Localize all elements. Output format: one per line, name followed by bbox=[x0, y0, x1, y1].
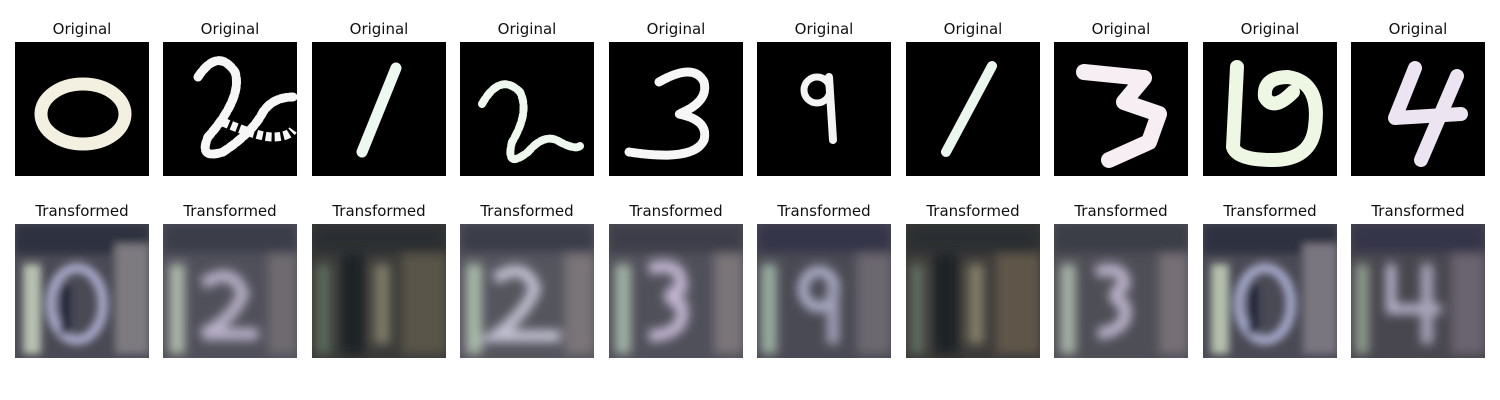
original-digit-image-3 bbox=[312, 42, 446, 176]
digit-2-glyph bbox=[193, 56, 297, 159]
transformed-1-glyph bbox=[312, 224, 446, 358]
panel-title-original-1: Original bbox=[52, 20, 112, 38]
panel-title-transformed-8: Transformed bbox=[1074, 202, 1168, 220]
digit-1-glyph bbox=[356, 62, 402, 158]
transformed-digit-image-4 bbox=[460, 224, 594, 358]
original-digit-image-9 bbox=[1203, 42, 1337, 176]
transformed-4-glyph bbox=[1351, 224, 1485, 358]
panel-title-transformed-1: Transformed bbox=[35, 202, 129, 220]
panel-title-original-2: Original bbox=[200, 20, 260, 38]
panel-title-transformed-6: Transformed bbox=[777, 202, 871, 220]
panel-title-transformed-9: Transformed bbox=[1223, 202, 1317, 220]
transformed-digit-image-6 bbox=[757, 224, 891, 358]
transformed-digit-image-7 bbox=[906, 224, 1040, 358]
transformed-0-glyph bbox=[15, 224, 149, 358]
transformed-3-glyph bbox=[609, 224, 743, 358]
digit-0-glyph bbox=[34, 77, 132, 151]
transformed-1-glyph bbox=[906, 224, 1040, 358]
transformed-digit-image-1 bbox=[15, 224, 149, 358]
panel-title-original-5: Original bbox=[646, 20, 706, 38]
panel-title-transformed-10: Transformed bbox=[1371, 202, 1465, 220]
digit-9-glyph bbox=[800, 73, 837, 144]
original-digit-image-10 bbox=[1351, 42, 1485, 176]
transformed-9-glyph bbox=[757, 224, 891, 358]
original-digit-image-2 bbox=[163, 42, 297, 176]
transformed-digit-image-3 bbox=[312, 224, 446, 358]
transformed-2-glyph bbox=[163, 224, 297, 358]
digit-3-glyph bbox=[1076, 64, 1167, 168]
original-digit-image-1 bbox=[15, 42, 149, 176]
panel-title-original-9: Original bbox=[1240, 20, 1300, 38]
panel-title-transformed-2: Transformed bbox=[183, 202, 277, 220]
transformed-0-glyph bbox=[1203, 224, 1337, 358]
transformed-3-glyph bbox=[1054, 224, 1188, 358]
transformed-digit-image-8 bbox=[1054, 224, 1188, 358]
original-digit-image-6 bbox=[757, 42, 891, 176]
panel-title-transformed-5: Transformed bbox=[629, 202, 723, 220]
panel-title-original-6: Original bbox=[794, 20, 854, 38]
transformed-digit-image-2 bbox=[163, 224, 297, 358]
transformed-digit-image-9 bbox=[1203, 224, 1337, 358]
digit-1-glyph bbox=[941, 61, 997, 157]
transformed-digit-image-5 bbox=[609, 224, 743, 358]
panel-title-original-3: Original bbox=[349, 20, 409, 38]
original-digit-image-7 bbox=[906, 42, 1040, 176]
panel-title-original-7: Original bbox=[943, 20, 1003, 38]
digit-0-glyph bbox=[1226, 60, 1323, 167]
digit-4-glyph bbox=[1388, 61, 1468, 167]
panel-title-original-8: Original bbox=[1091, 20, 1151, 38]
original-digit-image-8 bbox=[1054, 42, 1188, 176]
panel-title-original-10: Original bbox=[1388, 20, 1448, 38]
original-digit-image-5 bbox=[609, 42, 743, 176]
digit-3-glyph bbox=[624, 67, 710, 160]
panel-title-transformed-7: Transformed bbox=[926, 202, 1020, 220]
panel-title-transformed-3: Transformed bbox=[332, 202, 426, 220]
transformed-digit-image-10 bbox=[1351, 224, 1485, 358]
transformed-2-glyph bbox=[460, 224, 594, 358]
original-digit-image-4 bbox=[460, 42, 594, 176]
digit-2-glyph bbox=[478, 80, 584, 163]
panel-title-original-4: Original bbox=[497, 20, 557, 38]
panel-title-transformed-4: Transformed bbox=[480, 202, 574, 220]
